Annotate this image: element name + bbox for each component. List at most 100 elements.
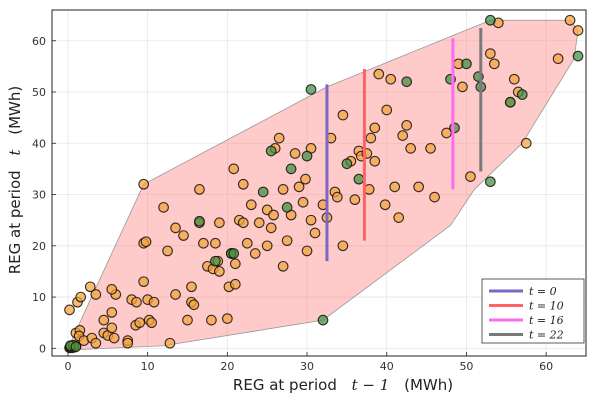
- orange-point-110: [381, 104, 393, 116]
- data-points: [64, 14, 584, 354]
- legend: t = 0 t = 10t = 16 t = 22: [481, 278, 585, 344]
- orange-point-51: [194, 184, 205, 195]
- orange-point-131: [552, 53, 564, 65]
- orange-point-96: [331, 191, 343, 203]
- y-axis-label-math: t: [6, 149, 24, 156]
- y-tick-label-30: 30: [32, 189, 46, 202]
- orange-point-22: [108, 332, 120, 344]
- green-point-10: [301, 150, 313, 162]
- orange-point-117: [413, 181, 424, 193]
- orange-point-43: [164, 337, 176, 349]
- orange-point-25: [106, 307, 118, 318]
- orange-point-115: [401, 119, 413, 131]
- x-axis-label-text: REG at period: [233, 376, 337, 394]
- orange-point-80: [277, 184, 289, 195]
- orange-point-31: [131, 296, 142, 308]
- green-point-5: [194, 215, 205, 227]
- orange-point-39: [138, 178, 150, 190]
- orange-point-82: [281, 235, 293, 247]
- orange-point-28: [122, 337, 134, 349]
- green-point-23: [504, 96, 516, 108]
- orange-point-75: [261, 240, 273, 252]
- orange-point-97: [337, 240, 349, 252]
- green-point-2: [210, 255, 221, 267]
- orange-point-50: [188, 299, 200, 311]
- orange-point-69: [237, 178, 249, 190]
- orange-point-8: [64, 304, 75, 316]
- orange-point-65: [229, 258, 241, 270]
- orange-point-128: [508, 73, 520, 85]
- orange-point-108: [373, 68, 385, 80]
- orange-point-73: [253, 217, 265, 229]
- orange-point-70: [241, 237, 253, 249]
- x-tick-label-10: 10: [141, 360, 155, 373]
- orange-point-133: [572, 25, 584, 36]
- orange-point-47: [182, 314, 193, 326]
- orange-point-130: [520, 137, 532, 149]
- y-tick-label-50: 50: [32, 86, 46, 99]
- orange-point-132: [564, 14, 576, 26]
- orange-point-86: [297, 196, 309, 208]
- green-point-1: [70, 341, 82, 353]
- orange-point-77: [268, 209, 279, 221]
- orange-point-89: [305, 214, 317, 226]
- orange-point-109: [379, 199, 391, 211]
- y-axis-label: REG at period t (MWh): [6, 86, 24, 275]
- y-tick-label-20: 20: [32, 240, 46, 253]
- orange-point-59: [214, 217, 225, 229]
- orange-point-45: [170, 222, 181, 234]
- orange-point-32: [134, 317, 146, 329]
- green-point-22: [485, 176, 496, 188]
- orange-point-114: [397, 130, 409, 141]
- legend-label-3: t = 22: [529, 329, 564, 342]
- orange-point-100: [349, 194, 361, 206]
- orange-point-98: [337, 109, 349, 121]
- orange-point-91: [309, 227, 321, 239]
- green-point-18: [461, 58, 472, 70]
- orange-point-105: [365, 132, 377, 144]
- green-point-21: [485, 14, 496, 26]
- green-point-17: [449, 122, 460, 134]
- y-tick-label-10: 10: [32, 291, 46, 304]
- orange-point-41: [158, 201, 169, 213]
- orange-point-72: [249, 248, 261, 259]
- orange-point-11: [84, 281, 96, 293]
- x-tick-label-30: 30: [300, 360, 314, 373]
- orange-point-118: [425, 143, 436, 154]
- x-axis-label: REG at period t − 1 (MWh): [233, 376, 453, 394]
- orange-point-57: [210, 237, 221, 249]
- plot-frame: [51, 9, 587, 357]
- x-tick-label-40: 40: [380, 360, 394, 373]
- orange-point-106: [369, 155, 381, 167]
- orange-point-113: [393, 212, 405, 223]
- orange-point-84: [289, 148, 301, 159]
- orange-point-35: [140, 236, 152, 248]
- orange-point-122: [457, 81, 468, 93]
- orange-point-123: [465, 171, 476, 182]
- orange-point-66: [229, 278, 241, 290]
- legend-label-0: t = 0: [529, 285, 557, 298]
- orange-point-87: [300, 173, 311, 185]
- orange-point-119: [429, 191, 440, 203]
- orange-point-68: [237, 217, 249, 229]
- orange-point-18: [90, 337, 102, 349]
- orange-point-24: [98, 314, 110, 326]
- y-tick-label-0: 0: [39, 342, 46, 355]
- y-axis-label-unit: (MWh): [6, 86, 24, 135]
- legend-label-1: t = 10: [529, 300, 564, 313]
- x-tick-label-60: 60: [539, 360, 553, 373]
- orange-point-55: [206, 314, 217, 326]
- green-point-25: [572, 50, 584, 62]
- orange-point-112: [389, 181, 401, 193]
- green-point-6: [257, 186, 269, 198]
- orange-point-12: [90, 289, 102, 300]
- orange-point-42: [162, 245, 173, 257]
- orange-point-49: [186, 281, 197, 293]
- x-axis-label-unit: (MWh): [404, 376, 453, 394]
- x-tick-label-20: 20: [220, 360, 234, 373]
- orange-point-111: [385, 73, 397, 85]
- orange-point-37: [146, 317, 157, 329]
- orange-point-81: [277, 260, 289, 272]
- orange-point-60: [214, 266, 225, 277]
- green-point-4: [228, 248, 240, 259]
